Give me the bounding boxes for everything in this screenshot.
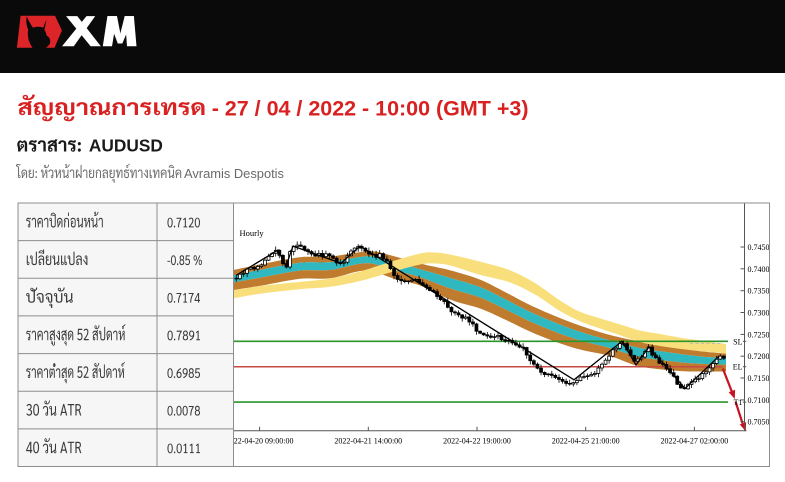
svg-text:EL: EL xyxy=(733,363,743,372)
svg-text:2022-04-20 09:00:00: 2022-04-20 09:00:00 xyxy=(226,437,294,446)
svg-text:2022-04-21 14:00:00: 2022-04-21 14:00:00 xyxy=(334,437,402,446)
svg-text:Hourly: Hourly xyxy=(240,228,265,238)
svg-text:0.7100: 0.7100 xyxy=(748,396,770,405)
svg-text:0.7450: 0.7450 xyxy=(748,243,770,252)
svg-text:0.7300: 0.7300 xyxy=(748,309,770,318)
svg-text:0.7050: 0.7050 xyxy=(748,418,770,427)
svg-text:2022-04-25 21:00:00: 2022-04-25 21:00:00 xyxy=(552,437,620,446)
svg-text:2022-04-27 02:00:00: 2022-04-27 02:00:00 xyxy=(661,437,729,446)
svg-text:T1: T1 xyxy=(734,398,743,407)
svg-text:2022-04-22 19:00:00: 2022-04-22 19:00:00 xyxy=(443,437,511,446)
svg-text:0.7200: 0.7200 xyxy=(748,352,770,361)
svg-text:- 27 / 04 / 2022 - 10:00 (GMT: - 27 / 04 / 2022 - 10:00 (GMT +3) xyxy=(212,97,529,121)
svg-text:Avramis Despotis: Avramis Despotis xyxy=(184,166,284,181)
svg-text:0.7350: 0.7350 xyxy=(748,287,770,296)
svg-text:0.7250: 0.7250 xyxy=(748,330,770,339)
svg-text:0.7400: 0.7400 xyxy=(748,265,770,274)
svg-text:0.7150: 0.7150 xyxy=(748,374,770,383)
svg-text:AUDUSD: AUDUSD xyxy=(89,136,163,156)
svg-text:SL: SL xyxy=(733,337,742,346)
